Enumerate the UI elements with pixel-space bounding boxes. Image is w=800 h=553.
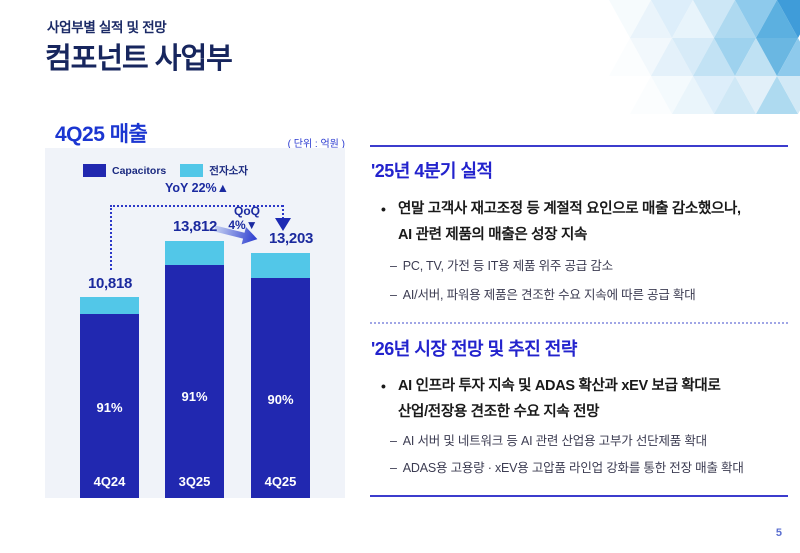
sub-bullet-ai-server-supply: – AI/서버, 파워용 제품은 견조한 수요 지속에 따른 공급 확대 (390, 284, 788, 303)
bullet-line: 산업/전장용 견조한 수요 지속 전망 (381, 399, 786, 425)
bar-4q25-share-label: 90% (267, 392, 294, 407)
triangle-mosaic-decoration (588, 0, 800, 114)
section-heading-q4-results: '25년 4분기 실적 (371, 161, 493, 181)
bullet-icon: • (381, 201, 386, 217)
sub-bullet-text: AI/서버, 파워용 제품은 견조한 수요 지속에 따른 공급 확대 (402, 288, 696, 302)
legend-item-electronic-components: 전자소자 (180, 163, 248, 178)
sub-bullet-it-supply: – PC, TV, 가전 등 IT용 제품 위주 공급 감소 (390, 255, 788, 274)
sub-bullet-adas-xev: – ADAS용 고용량 · xEV용 고압품 라인업 강화를 통한 전장 매출 확… (390, 457, 788, 476)
yoy-dotted-line-left (110, 205, 112, 270)
sub-bullet-text: ADAS용 고용량 · xEV용 고압품 라인업 강화를 통한 전장 매출 확대 (402, 461, 744, 475)
qoq-gradient-arrow-icon (213, 225, 258, 245)
bar-chart-panel: Capacitors 전자소자 YoY 22%▲ QoQ 4%▼ (45, 148, 345, 498)
bar-4q24: 91% 4Q24 (80, 297, 139, 498)
sub-bullet-text: AI 서버 및 네트워크 등 AI 관련 산업용 고부가 선단제품 확대 (402, 434, 707, 448)
qoq-annotation-value: 4%▼ (228, 218, 258, 232)
bar-value-4q25: 13,203 (268, 230, 314, 247)
bar-3q25-share-label: 91% (181, 389, 208, 404)
legend-item-capacitors: Capacitors (83, 164, 166, 177)
legend-label-electronic-components: 전자소자 (209, 165, 248, 177)
yoy-arrow-down-icon (275, 218, 291, 231)
section-rule-top (370, 145, 788, 147)
chart-legend: Capacitors 전자소자 (83, 163, 248, 178)
bullet-text-line2: 산업/전장용 견조한 수요 지속 전망 (398, 404, 600, 420)
bullet-q4-results: • 연말 고객사 재고조정 등 계절적 요인으로 매출 감소했으나, AI 관련… (381, 196, 786, 248)
page-title: 컴포넌트 사업부 (45, 43, 233, 75)
dash-icon: – (390, 461, 397, 475)
bar-4q24-category-label: 4Q24 (93, 474, 126, 489)
bar-value-4q24: 10,818 (87, 275, 133, 292)
bar-4q25-category-label: 4Q25 (264, 474, 297, 489)
legend-label-capacitors: Capacitors (112, 164, 167, 177)
page-number: 5 (775, 527, 782, 539)
sub-bullet-ai-industrial: – AI 서버 및 네트워크 등 AI 관련 산업용 고부가 선단제품 확대 (390, 430, 788, 449)
bar-3q25-category-label: 3Q25 (178, 474, 211, 489)
sub-bullet-text: PC, TV, 가전 등 IT용 제품 위주 공급 감소 (402, 259, 613, 273)
section-heading-2026-outlook: '26년 시장 전망 및 추진 전략 (371, 339, 577, 359)
dash-icon: – (390, 434, 397, 448)
yoy-annotation: YoY 22%▲ (164, 181, 230, 195)
bar-4q25-segment-capacitors: 90% 4Q25 (251, 278, 310, 498)
dash-icon: – (390, 259, 397, 273)
chart-title: 4Q25 매출 (55, 123, 148, 146)
bar-4q24-share-label: 91% (96, 400, 123, 415)
qoq-annotation-label: QoQ (234, 204, 260, 218)
bullet-2026-outlook: • AI 인프라 투자 지속 및 ADAS 확산과 xEV 보급 확대로 산업/… (381, 373, 786, 425)
bar-value-3q25: 13,812 (172, 218, 218, 235)
section-rule-bottom (370, 495, 788, 497)
bullet-text-line1: AI 인프라 투자 지속 및 ADAS 확산과 xEV 보급 확대로 (398, 378, 721, 394)
bar-4q24-segment-capacitors: 91% 4Q24 (80, 314, 139, 498)
bar-3q25-segment-capacitors: 91% 3Q25 (165, 265, 224, 498)
yoy-dotted-line-horizontal (110, 205, 283, 207)
bar-4q25: 90% 4Q25 (251, 253, 310, 498)
dash-icon: – (390, 288, 397, 302)
bullet-line: • AI 인프라 투자 지속 및 ADAS 확산과 xEV 보급 확대로 (381, 373, 786, 399)
section-divider-dotted (370, 322, 788, 324)
bullet-text-line1: 연말 고객사 재고조정 등 계절적 요인으로 매출 감소했으나, (398, 201, 741, 217)
bullet-line: • 연말 고객사 재고조정 등 계절적 요인으로 매출 감소했으나, (381, 196, 786, 222)
legend-swatch-electronic-components (180, 164, 204, 177)
legend-swatch-capacitors (83, 164, 106, 177)
slide-kicker: 사업부별 실적 및 전망 (47, 20, 167, 35)
bullet-text-line2: AI 관련 제품의 매출은 성장 지속 (398, 227, 588, 243)
bullet-icon: • (381, 378, 386, 394)
bar-3q25-segment-electronic (165, 241, 224, 265)
bar-3q25: 91% 3Q25 (165, 241, 224, 498)
bar-4q24-segment-electronic (80, 297, 139, 314)
bar-4q25-segment-electronic (251, 253, 310, 278)
bullet-line: AI 관련 제품의 매출은 성장 지속 (381, 222, 786, 248)
yoy-dotted-line-right (282, 205, 284, 219)
chart-unit-label: ( 단위 : 억원 ) (287, 139, 345, 150)
